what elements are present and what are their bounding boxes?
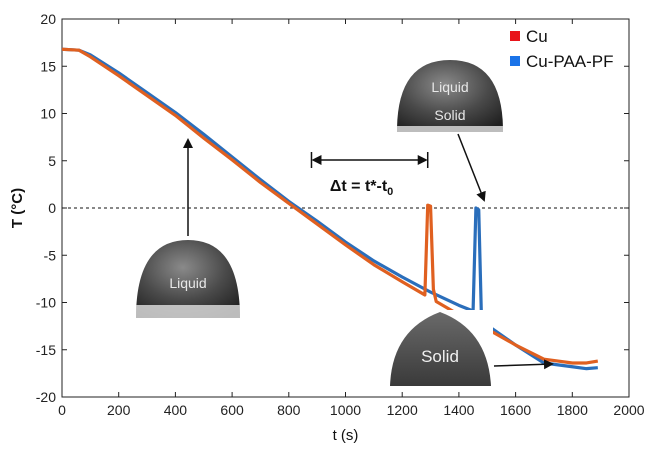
y-tick-label: 5: [48, 153, 56, 169]
y-tick-label: -5: [44, 247, 57, 263]
series-line-cu: [62, 47, 599, 365]
y-tick-label: 10: [40, 106, 56, 122]
photo-liquid-droplet: Liquid: [134, 240, 241, 318]
photo-mixed-liquid-label: Liquid: [431, 79, 468, 95]
y-axis-title: T (°C): [9, 188, 26, 228]
solid-drop-shape: [390, 312, 491, 386]
x-tick-label: 2000: [613, 402, 644, 418]
photo-mixed-arrow: [457, 133, 486, 202]
photo-liquid-label: Liquid: [169, 275, 206, 291]
mixed-drop-shape: [397, 60, 503, 131]
y-tick-label: 0: [48, 200, 56, 216]
delta-t-subscript: 0: [387, 186, 393, 198]
delta-t-main: Δt = t*-t: [330, 178, 388, 195]
photo-solid-label: Solid: [421, 347, 459, 366]
legend-label: Cu-PAA-PF: [526, 52, 614, 71]
x-tick-label: 1400: [443, 402, 474, 418]
y-tick-label: -10: [36, 295, 56, 311]
y-tick-label: 20: [40, 11, 56, 27]
x-tick-label: 600: [220, 402, 244, 418]
delta-t-label: Δt = t*-t0: [330, 178, 393, 198]
x-tick-label: 1200: [387, 402, 418, 418]
photo-solid-droplet: Solid: [388, 310, 493, 386]
y-tick-label: 15: [40, 58, 56, 74]
liquid-drop-shape: [136, 240, 240, 318]
legend-marker-0: [510, 31, 520, 41]
y-tick-label: -15: [36, 342, 56, 358]
x-tick-label: 1000: [330, 402, 361, 418]
x-axis-title: t (s): [333, 427, 359, 444]
photo-mixed-solid-label: Solid: [434, 107, 465, 123]
x-tick-label: 1800: [557, 402, 588, 418]
legend-label: Cu: [526, 27, 548, 46]
legend-marker-1: [510, 56, 520, 66]
plot-area: 0 200 400 600 800 1000 1200 1400 1600 1800 2000-20…: [9, 11, 645, 444]
liquid-drop-reflection: [136, 305, 240, 318]
mixed-drop-base: [397, 126, 503, 132]
photo-solid-arrow: [493, 359, 554, 370]
x-tick-label: 0: [58, 402, 66, 418]
y-tick-label: -20: [36, 389, 56, 405]
x-tick-label: 1600: [500, 402, 531, 418]
photo-mixed-droplet: Liquid Solid: [393, 55, 505, 135]
series-line-cu-paa-pf: [62, 47, 598, 371]
x-tick-label: 200: [107, 402, 131, 418]
x-tick-label: 400: [164, 402, 188, 418]
x-tick-label: 800: [277, 402, 301, 418]
